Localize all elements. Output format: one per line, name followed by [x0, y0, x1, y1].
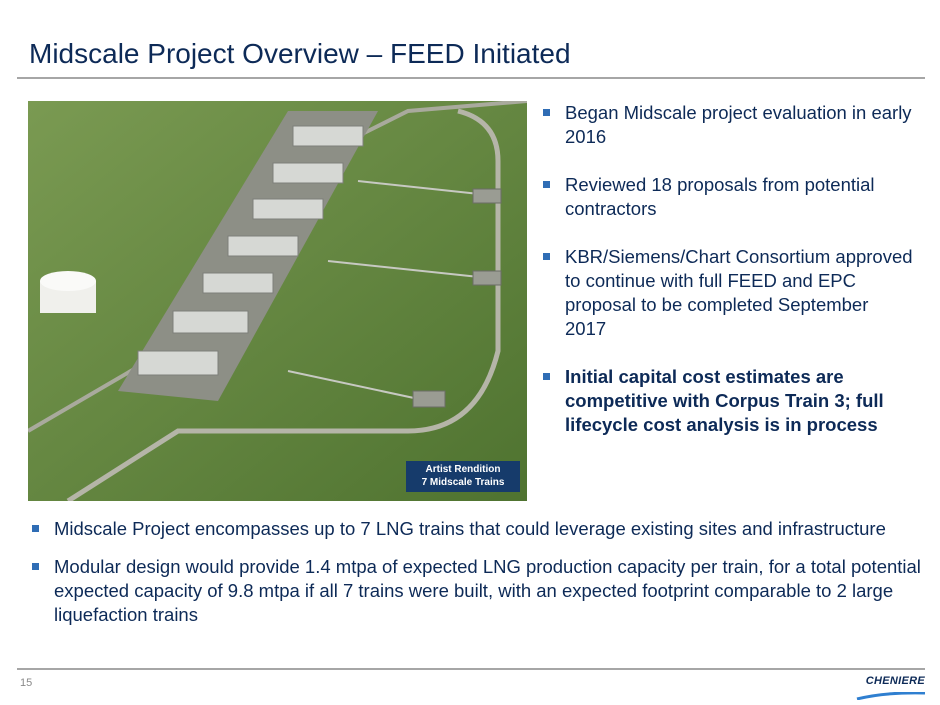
artist-rendition-image [28, 101, 527, 501]
cheniere-logo: CHENIERE [855, 675, 926, 701]
bullet-item-highlight: Initial capital cost estimates are compe… [543, 365, 913, 437]
bullet-item: KBR/Siemens/Chart Consortium approved to… [543, 245, 913, 341]
bottom-bullet-list: Midscale Project encompasses up to 7 LNG… [32, 517, 922, 641]
caption-line-2: 7 Midscale Trains [421, 477, 505, 488]
caption-line-1: Artist Rendition [425, 464, 501, 475]
footer-divider [17, 668, 925, 670]
slide-title: Midscale Project Overview – FEED Initiat… [29, 38, 571, 69]
logo-wordmark: CHENIERE [865, 675, 925, 687]
bullet-item: Reviewed 18 proposals from potential con… [543, 173, 913, 221]
page-number: 15 [20, 677, 33, 689]
title-divider [17, 77, 925, 79]
image-caption: Artist Rendition 7 Midscale Trains [406, 461, 520, 492]
right-bullet-list: Began Midscale project evaluation in ear… [543, 101, 913, 461]
bullet-item: Modular design would provide 1.4 mtpa of… [32, 555, 922, 627]
logo-swoosh-icon [856, 691, 926, 701]
bullet-item: Midscale Project encompasses up to 7 LNG… [32, 517, 922, 541]
bullet-item: Began Midscale project evaluation in ear… [543, 101, 913, 149]
